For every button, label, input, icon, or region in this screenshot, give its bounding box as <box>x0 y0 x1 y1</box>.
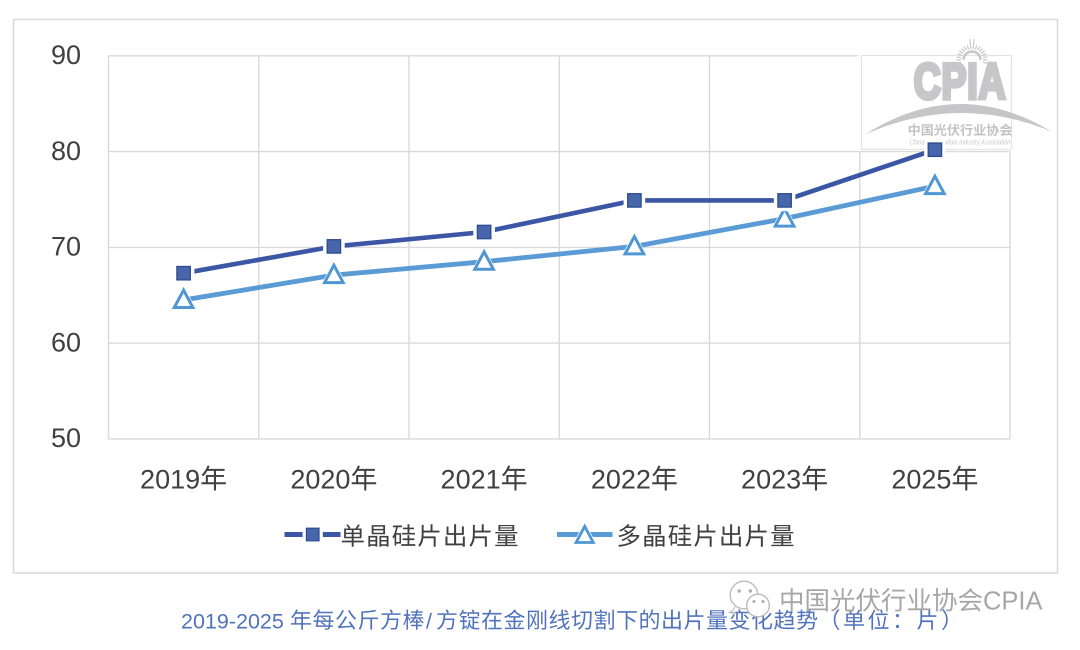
svg-text:80: 80 <box>51 136 81 166</box>
svg-text:2025: 2025 <box>891 464 951 494</box>
svg-text:CPIA: CPIA <box>983 588 1043 616</box>
svg-text:2022: 2022 <box>591 464 651 494</box>
svg-text:CPIA: CPIA <box>914 54 1007 109</box>
svg-text:70: 70 <box>51 232 81 262</box>
svg-text:2023: 2023 <box>741 464 801 494</box>
svg-text:90: 90 <box>51 40 81 70</box>
svg-text:2021: 2021 <box>441 464 501 494</box>
svg-text:China Photovoltaic Industry As: China Photovoltaic Industry Association <box>910 138 1011 147</box>
svg-text:60: 60 <box>51 327 81 357</box>
svg-text:/: / <box>426 610 432 634</box>
svg-text:2020: 2020 <box>290 464 350 494</box>
svg-text:2019: 2019 <box>140 464 200 494</box>
svg-text:50: 50 <box>51 423 81 453</box>
svg-text:2019-2025: 2019-2025 <box>181 610 284 634</box>
